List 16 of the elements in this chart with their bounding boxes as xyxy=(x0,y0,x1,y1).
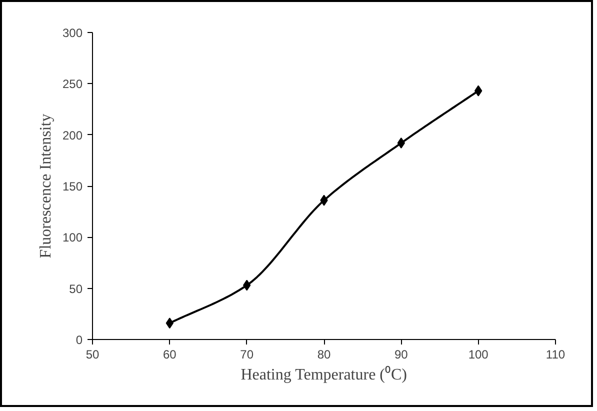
y-tick-label: 150 xyxy=(62,180,83,194)
y-tick-label: 250 xyxy=(62,77,83,92)
y-tick-label: 50 xyxy=(69,282,83,296)
y-tick-label: 0 xyxy=(76,333,83,347)
x-tick-label: 60 xyxy=(162,348,177,362)
x-tick-label: 70 xyxy=(240,348,254,362)
x-tick-label: 80 xyxy=(317,348,331,362)
x-tick-label: 100 xyxy=(468,348,489,362)
y-tick-label: 100 xyxy=(62,230,83,245)
y-tick-label: 300 xyxy=(62,26,83,40)
y-axis-title: Fluorescence Intensity xyxy=(37,114,54,258)
x-tick-label: 50 xyxy=(86,348,100,362)
y-tick-label: 200 xyxy=(62,128,83,142)
x-axis-title: Heating Temperature (⁰C) xyxy=(240,366,408,384)
x-tick-label: 90 xyxy=(394,348,408,362)
x-tick-label: 110 xyxy=(546,348,566,362)
